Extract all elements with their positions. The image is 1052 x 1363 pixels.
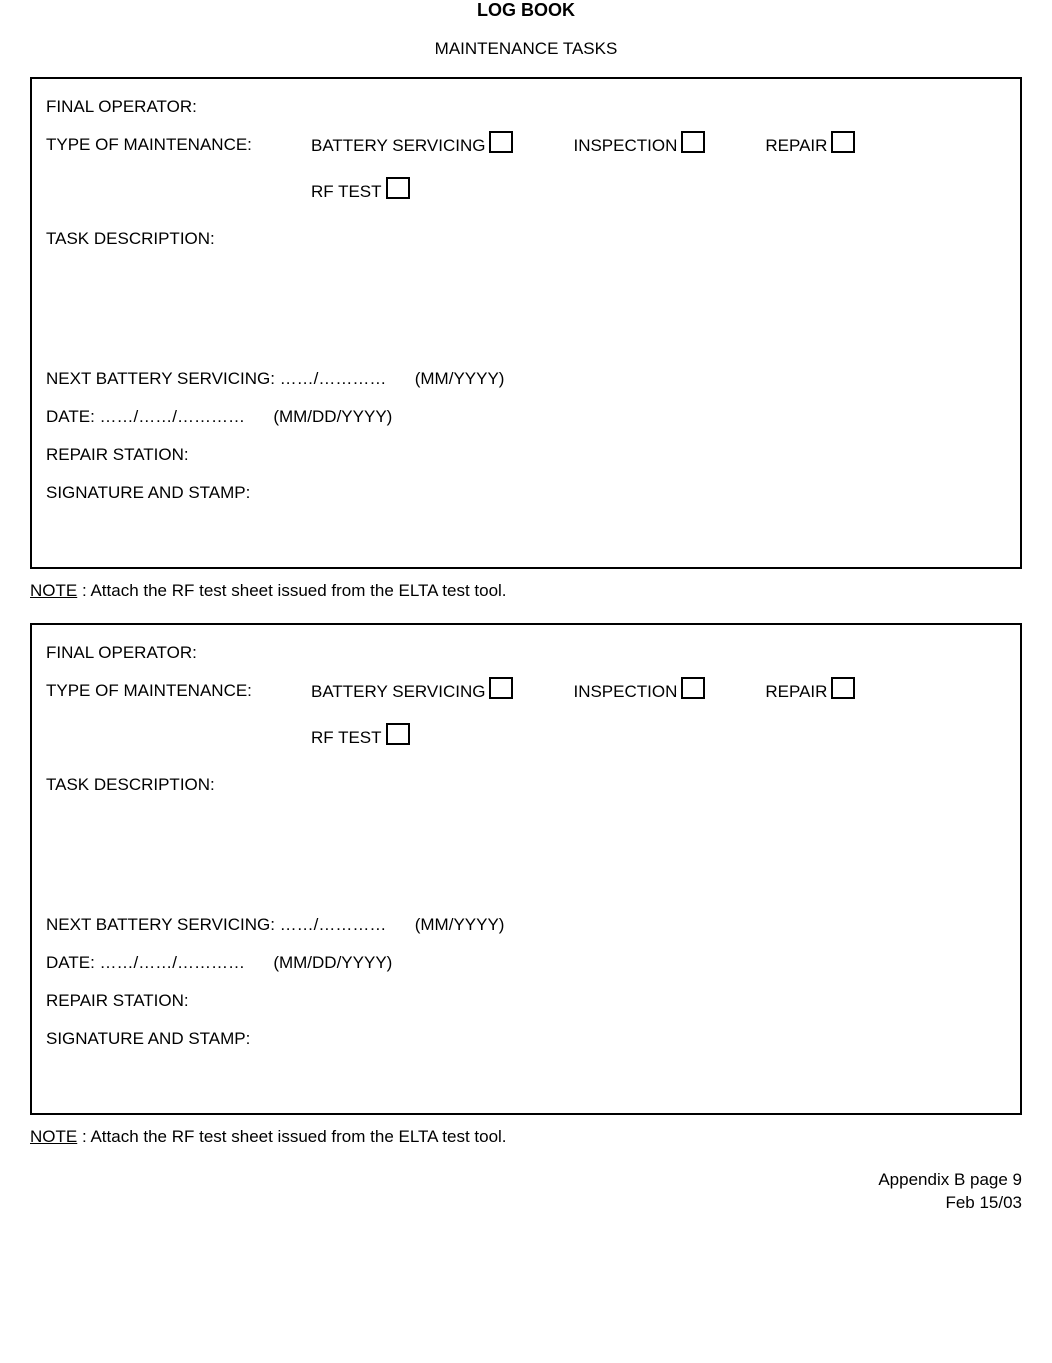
repair-label: REPAIR [765,682,827,702]
rf-test-item: RF TEST [311,181,410,203]
battery-servicing-checkbox[interactable] [489,677,513,699]
repair-label: REPAIR [765,136,827,156]
final-operator-row: FINAL OPERATOR: [46,643,1006,663]
rf-test-row: RF TEST [311,727,1006,757]
note-text: : Attach the RF test sheet issued from t… [77,1127,506,1146]
repair-station-label: REPAIR STATION: [46,445,189,464]
battery-servicing-item: BATTERY SERVICING [311,681,513,703]
repair-item: REPAIR [765,135,855,157]
next-battery-servicing-label: NEXT BATTERY SERVICING: ……/………… [46,915,386,934]
inspection-checkbox[interactable] [681,677,705,699]
next-battery-servicing-row: NEXT BATTERY SERVICING: ……/………… (MM/YYYY… [46,369,1006,389]
note-line: NOTE : Attach the RF test sheet issued f… [30,1127,1022,1147]
final-operator-label: FINAL OPERATOR: [46,97,197,116]
signature-stamp-label: SIGNATURE AND STAMP: [46,483,250,502]
signature-stamp-row: SIGNATURE AND STAMP: [46,1029,1006,1049]
page-header: LOG BOOK MAINTENANCE TASKS [30,0,1022,59]
repair-station-label: REPAIR STATION: [46,991,189,1010]
maintenance-form: FINAL OPERATOR: TYPE OF MAINTENANCE: BAT… [30,77,1022,569]
task-description-label: TASK DESCRIPTION: [46,229,1006,249]
type-of-maintenance-row: TYPE OF MAINTENANCE: BATTERY SERVICING I… [46,681,1006,711]
inspection-item: INSPECTION [573,681,705,703]
footer-date: Feb 15/03 [30,1192,1022,1215]
rf-test-label: RF TEST [311,182,382,202]
type-of-maintenance-label: TYPE OF MAINTENANCE: [46,681,311,701]
rf-test-label: RF TEST [311,728,382,748]
maintenance-checkbox-group: BATTERY SERVICING INSPECTION REPAIR [311,135,1006,165]
maintenance-checkbox-group: BATTERY SERVICING INSPECTION REPAIR [311,681,1006,711]
date-label: DATE: ……/……/………… [46,953,245,972]
task-description-label: TASK DESCRIPTION: [46,775,1006,795]
signature-stamp-label: SIGNATURE AND STAMP: [46,1029,250,1048]
next-battery-servicing-hint: (MM/YYYY) [415,915,505,934]
battery-servicing-checkbox[interactable] [489,131,513,153]
note-line: NOTE : Attach the RF test sheet issued f… [30,581,1022,601]
repair-station-row: REPAIR STATION: [46,445,1006,465]
page-subtitle: MAINTENANCE TASKS [30,39,1022,59]
note-label: NOTE [30,581,77,600]
date-row: DATE: ……/……/………… (MM/DD/YYYY) [46,953,1006,973]
battery-servicing-label: BATTERY SERVICING [311,682,485,702]
battery-servicing-label: BATTERY SERVICING [311,136,485,156]
final-operator-row: FINAL OPERATOR: [46,97,1006,117]
page-footer: Appendix B page 9 Feb 15/03 [30,1169,1022,1215]
maintenance-form: FINAL OPERATOR: TYPE OF MAINTENANCE: BAT… [30,623,1022,1115]
type-of-maintenance-label: TYPE OF MAINTENANCE: [46,135,311,155]
repair-checkbox[interactable] [831,677,855,699]
final-operator-label: FINAL OPERATOR: [46,643,197,662]
rf-test-row: RF TEST [311,181,1006,211]
rf-test-checkbox[interactable] [386,723,410,745]
footer-page-ref: Appendix B page 9 [30,1169,1022,1192]
inspection-label: INSPECTION [573,136,677,156]
next-battery-servicing-hint: (MM/YYYY) [415,369,505,388]
page-title: LOG BOOK [30,0,1022,21]
date-hint: (MM/DD/YYYY) [273,407,392,426]
note-text: : Attach the RF test sheet issued from t… [77,581,506,600]
inspection-label: INSPECTION [573,682,677,702]
battery-servicing-item: BATTERY SERVICING [311,135,513,157]
repair-item: REPAIR [765,681,855,703]
rf-test-checkbox[interactable] [386,177,410,199]
repair-station-row: REPAIR STATION: [46,991,1006,1011]
next-battery-servicing-row: NEXT BATTERY SERVICING: ……/………… (MM/YYYY… [46,915,1006,935]
inspection-checkbox[interactable] [681,131,705,153]
type-of-maintenance-row: TYPE OF MAINTENANCE: BATTERY SERVICING I… [46,135,1006,165]
next-battery-servicing-label: NEXT BATTERY SERVICING: ……/………… [46,369,386,388]
rf-test-item: RF TEST [311,727,410,749]
note-label: NOTE [30,1127,77,1146]
inspection-item: INSPECTION [573,135,705,157]
repair-checkbox[interactable] [831,131,855,153]
date-label: DATE: ……/……/………… [46,407,245,426]
signature-stamp-row: SIGNATURE AND STAMP: [46,483,1006,503]
date-hint: (MM/DD/YYYY) [273,953,392,972]
date-row: DATE: ……/……/………… (MM/DD/YYYY) [46,407,1006,427]
